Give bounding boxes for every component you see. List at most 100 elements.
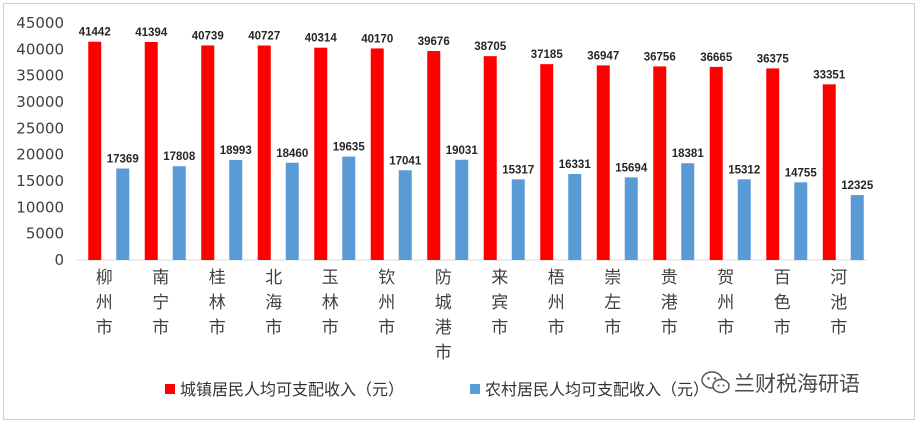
- data-label-rural: 17041: [389, 155, 422, 167]
- x-tick-label: 河池市: [830, 268, 847, 338]
- x-tick-label: 柳州市: [96, 268, 113, 338]
- x-tick-label-char: 玉: [322, 268, 339, 288]
- chart-frame: [3, 3, 915, 420]
- data-label-urban: 41442: [79, 27, 111, 39]
- x-tick-label-char: 左: [604, 293, 621, 313]
- data-label-rural: 17808: [163, 151, 196, 163]
- x-tick-label-char: 北: [265, 268, 282, 288]
- x-tick-label-char: 色: [774, 293, 791, 313]
- x-tick-label-char: 市: [661, 318, 678, 338]
- x-tick-label-char: 州: [96, 293, 113, 313]
- y-tick-label: 0: [54, 251, 64, 269]
- y-tick-label: 35000: [16, 67, 64, 85]
- y-tick-label: 30000: [16, 93, 64, 111]
- x-tick-label-char: 市: [152, 318, 169, 338]
- bar-urban: [483, 56, 497, 260]
- data-label-urban: 37185: [531, 49, 564, 61]
- data-label-urban: 33351: [813, 69, 846, 81]
- x-tick-label-char: 市: [435, 343, 452, 363]
- data-label-urban: 38705: [474, 41, 507, 53]
- x-tick-label: 梧州市: [548, 268, 565, 338]
- x-tick-label: 桂林市: [209, 268, 226, 338]
- x-tick-label-char: 市: [209, 318, 226, 338]
- x-tick-label-char: 贵: [661, 268, 678, 288]
- x-tick-label-char: 来: [491, 268, 508, 288]
- x-tick-label-char: 市: [491, 318, 508, 338]
- x-tick-label-char: 港: [661, 293, 678, 313]
- bar-urban: [201, 45, 215, 260]
- y-tick-label: 5000: [26, 225, 64, 243]
- x-tick-label-char: 州: [548, 293, 565, 313]
- y-tick-label: 40000: [16, 40, 64, 58]
- x-tick-label-char: 市: [322, 318, 339, 338]
- x-tick-label-char: 池: [830, 293, 847, 313]
- x-tick-label-char: 港: [435, 318, 452, 338]
- bar-urban: [766, 68, 780, 260]
- x-tick-label: 北海市: [265, 268, 282, 338]
- x-tick-label: 南宁市: [152, 268, 169, 338]
- bar-urban: [540, 64, 554, 260]
- data-label-urban: 40727: [248, 31, 280, 43]
- data-label-urban: 36756: [644, 51, 676, 63]
- watermark-text: 兰财税海研语: [734, 372, 860, 396]
- bar-rural: [342, 156, 356, 260]
- x-tick-label: 来宾市: [491, 268, 508, 338]
- data-label-rural: 18993: [220, 145, 252, 157]
- data-label-urban: 36665: [700, 52, 733, 64]
- bar-urban: [653, 66, 667, 261]
- x-tick-label: 钦州市: [378, 268, 395, 338]
- x-tick-label-char: 市: [774, 318, 791, 338]
- x-tick-label-char: 海: [265, 293, 282, 313]
- bar-urban: [257, 45, 271, 260]
- x-tick-label-char: 城: [435, 293, 452, 313]
- legend: 城镇居民人均可支配收入（元） 农村居民人均可支配收入（元）: [165, 380, 709, 399]
- x-tick-label-char: 市: [265, 318, 282, 338]
- legend-swatch-urban: [165, 384, 175, 394]
- data-label-urban: 41394: [135, 27, 168, 39]
- x-tick-label-char: 林: [209, 293, 226, 313]
- x-tick-label: 贵港市: [661, 268, 678, 338]
- data-label-rural: 18460: [276, 148, 308, 160]
- data-label-rural: 19635: [333, 142, 366, 154]
- data-label-rural: 19031: [446, 145, 479, 157]
- bar-rural: [229, 159, 243, 260]
- x-tick-label: 玉林市: [322, 268, 339, 338]
- data-label-urban: 36375: [757, 53, 790, 65]
- y-tick-label: 25000: [16, 119, 64, 137]
- wechat-icon: [701, 371, 730, 394]
- x-tick-label-char: 市: [717, 318, 734, 338]
- x-tick-label-char: 崇: [604, 268, 621, 288]
- data-label-rural: 12325: [841, 180, 874, 192]
- x-tick-label: 贺州市: [717, 268, 734, 338]
- bar-rural: [737, 179, 751, 260]
- x-tick-label-char: 林: [322, 293, 339, 313]
- data-label-urban: 39676: [418, 36, 450, 48]
- x-tick-label-char: 桂: [209, 268, 226, 288]
- data-label-rural: 14755: [785, 167, 818, 179]
- x-tick-label-char: 市: [830, 318, 847, 338]
- x-tick-label-char: 河: [830, 268, 847, 288]
- bar-rural: [398, 170, 412, 260]
- x-tick-label-char: 钦: [378, 268, 395, 288]
- bar-rural: [455, 159, 469, 260]
- bar-urban: [709, 66, 723, 260]
- x-tick-label-char: 柳: [96, 268, 113, 288]
- data-label-urban: 40170: [361, 33, 393, 45]
- data-label-urban: 40739: [192, 30, 224, 42]
- data-label-rural: 15317: [502, 164, 534, 176]
- x-tick-label-char: 市: [378, 318, 395, 338]
- x-tick-label-char: 市: [548, 318, 565, 338]
- bar-rural: [624, 177, 638, 260]
- x-tick-label-char: 百: [774, 268, 791, 288]
- bar-urban: [314, 47, 328, 261]
- x-tick-label-char: 宾: [491, 293, 508, 313]
- bar-urban: [822, 84, 836, 260]
- data-label-rural: 18381: [672, 148, 705, 160]
- data-label-rural: 15312: [728, 164, 760, 176]
- bar-rural: [794, 182, 808, 260]
- watermark: 兰财税海研语: [701, 371, 860, 396]
- bar-rural: [511, 179, 525, 260]
- x-tick-label-char: 州: [717, 293, 734, 313]
